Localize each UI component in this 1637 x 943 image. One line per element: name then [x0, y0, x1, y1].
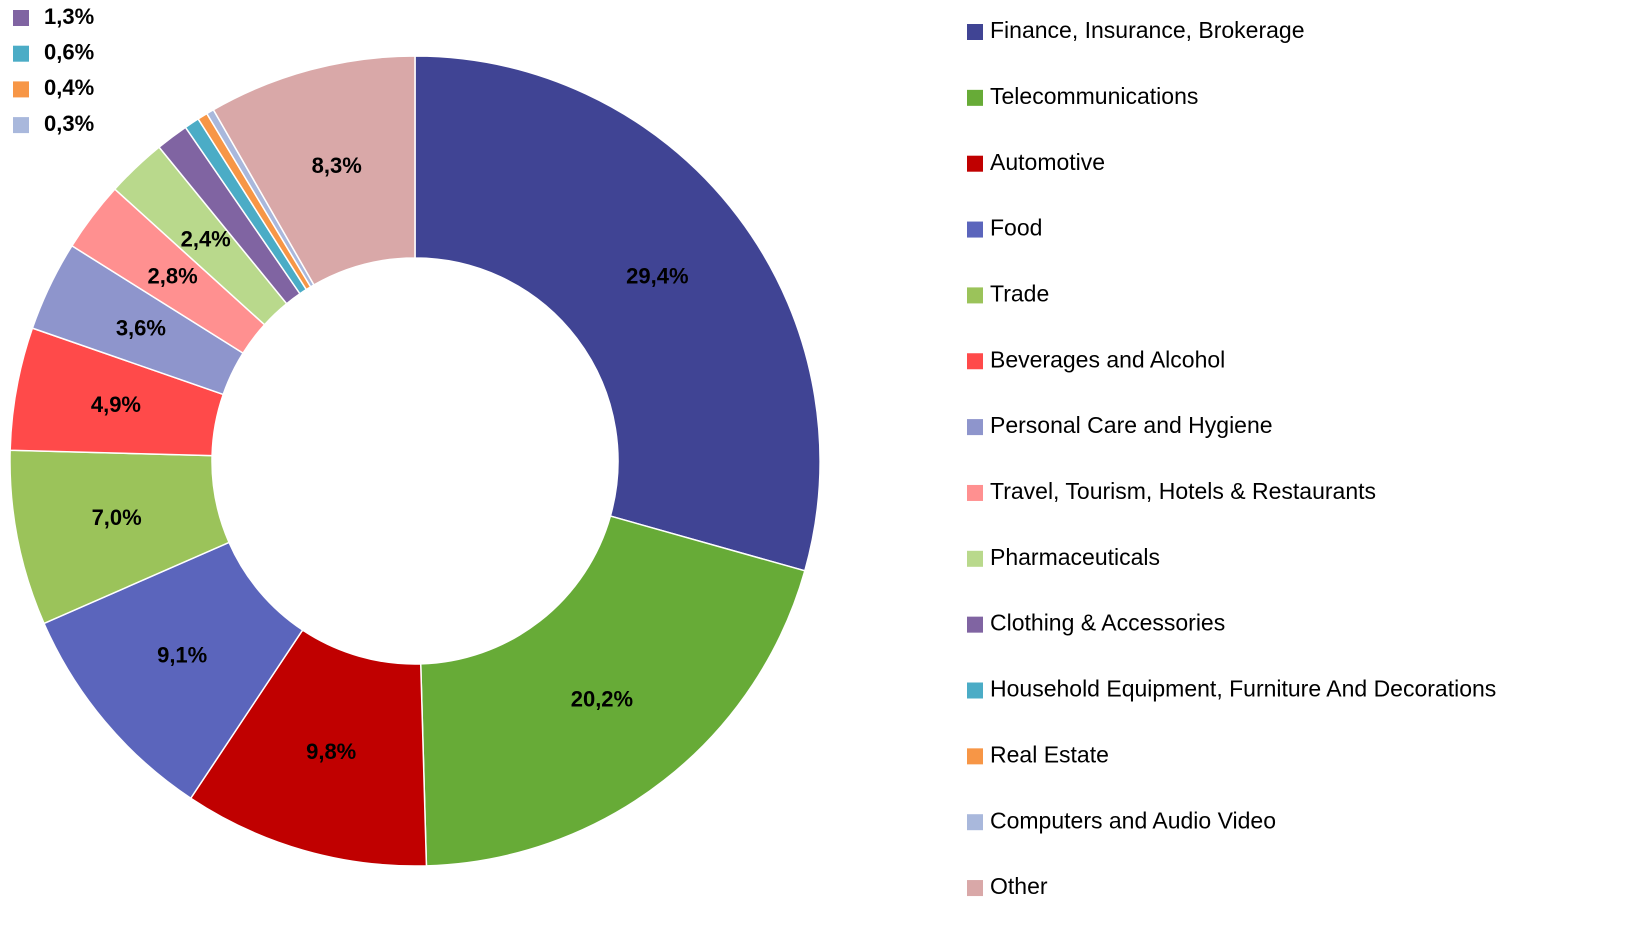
legend-swatch [967, 748, 983, 765]
slice-label: 3,6% [116, 315, 166, 340]
legend-label: Computers and Audio Video [990, 807, 1276, 833]
slice-label: 20,2% [571, 687, 633, 712]
slice [419, 515, 806, 867]
legend-swatch [967, 880, 983, 897]
legend-label: Other [990, 873, 1048, 899]
slice-label: 0,3% [44, 111, 94, 136]
slice-label: 2,8% [148, 263, 198, 288]
slice-label: 2,4% [181, 226, 231, 251]
legend-label: Real Estate [990, 741, 1109, 767]
slice-label: 8,3% [312, 153, 362, 178]
legend-swatch [967, 419, 983, 436]
label-swatch [13, 81, 29, 98]
legend-label: Food [990, 215, 1042, 241]
legend-swatch [967, 814, 983, 831]
legend-label: Household Equipment, Furniture And Decor… [990, 676, 1496, 702]
slice [212, 55, 416, 286]
slice-label: 1,3% [44, 4, 94, 29]
legend-swatch [967, 155, 983, 172]
legend-label: Telecommunications [990, 83, 1198, 109]
label-swatch [13, 117, 29, 134]
legend-label: Travel, Tourism, Hotels & Restaurants [990, 478, 1376, 504]
legend-swatch [967, 353, 983, 370]
legend-swatch [967, 89, 983, 106]
legend-swatch [967, 616, 983, 633]
legend-label: Automotive [990, 149, 1105, 175]
legend-swatch [967, 24, 983, 40]
legend-swatch [967, 484, 983, 501]
slice-label: 29,4% [626, 263, 688, 288]
legend-swatch [967, 287, 983, 304]
slice-label: 9,1% [157, 642, 207, 667]
slice-label: 9,8% [306, 739, 356, 764]
legend-swatch [967, 221, 983, 238]
legend-swatch [967, 550, 983, 567]
label-swatch [13, 45, 29, 62]
legend-label: Clothing & Accessories [990, 610, 1225, 636]
slice-label: 0,6% [44, 40, 94, 65]
legend-label: Personal Care and Hygiene [990, 412, 1273, 438]
slice [414, 55, 821, 572]
legend-label: Finance, Insurance, Brokerage [990, 17, 1305, 43]
legend-label: Beverages and Alcohol [990, 346, 1225, 372]
label-swatch [13, 10, 29, 26]
slice-label: 7,0% [92, 505, 142, 530]
slice-label: 4,9% [91, 392, 141, 417]
legend-label: Trade [990, 280, 1049, 306]
legend-label: Pharmaceuticals [990, 544, 1160, 570]
legend-swatch [967, 682, 983, 699]
slice-label: 0,4% [44, 75, 94, 100]
